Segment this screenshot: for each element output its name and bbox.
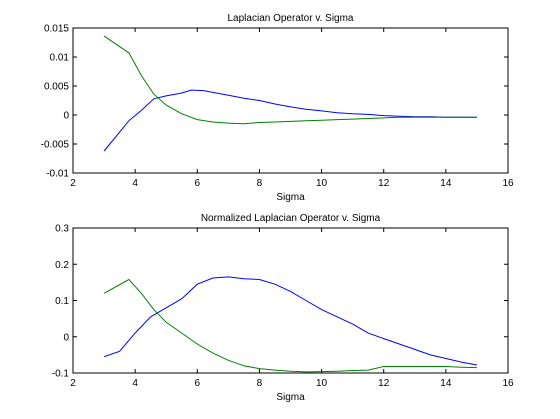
chart-title: Normalized Laplacian Operator v. Sigma: [201, 213, 381, 224]
x-tick-label: 10: [316, 178, 328, 189]
x-tick-label: 14: [440, 178, 452, 189]
series-line-1: [103, 276, 477, 366]
y-tick-label: -0.005: [41, 140, 70, 151]
x-tick-label: 4: [132, 178, 138, 189]
x-axis-label: Sigma: [276, 192, 305, 203]
x-tick-label: 4: [132, 378, 138, 389]
x-tick-label: 12: [378, 378, 390, 389]
x-tick-label: 2: [70, 378, 76, 389]
y-tick-label: 0.005: [44, 82, 69, 93]
chart-title: Laplacian Operator v. Sigma: [228, 13, 354, 24]
x-tick-label: 2: [70, 178, 76, 189]
series-line-2: [103, 278, 477, 373]
x-tick-label: 10: [316, 378, 328, 389]
y-tick-label: 0: [63, 332, 69, 343]
series-line-2: [103, 35, 477, 125]
y-tick-label: 0.1: [55, 296, 69, 307]
y-tick-label: 0.01: [50, 53, 70, 64]
x-tick-label: 6: [195, 378, 201, 389]
subplot-1: 2 4 6 8 10 12 14 16 -0.01 -0.005 0 0.005 0.01 0.015 La…: [41, 13, 514, 203]
y-tick-label: 0.3: [55, 224, 69, 235]
y-tick-label: -0.01: [46, 169, 69, 180]
x-axis-label: Sigma: [276, 392, 305, 403]
y-tick-label: -0.1: [52, 369, 70, 380]
x-tick-label: 8: [257, 178, 263, 189]
axes-frame: [72, 27, 509, 174]
x-tick-label: 12: [378, 178, 390, 189]
x-tick-label: 16: [502, 178, 514, 189]
subplot-2: 2 4 6 8 10 12 14 16 -0.1 0 0.1 0.2 0.3 Normalized Lap…: [52, 213, 514, 403]
x-tick-label: 8: [257, 378, 263, 389]
x-tick-label: 16: [502, 378, 514, 389]
y-tick-label: 0.2: [55, 260, 69, 271]
series-line-1: [103, 89, 477, 152]
x-tick-label: 14: [440, 378, 452, 389]
y-tick-label: 0.015: [44, 24, 69, 35]
y-tick-label: 0: [63, 111, 69, 122]
x-tick-label: 6: [195, 178, 201, 189]
